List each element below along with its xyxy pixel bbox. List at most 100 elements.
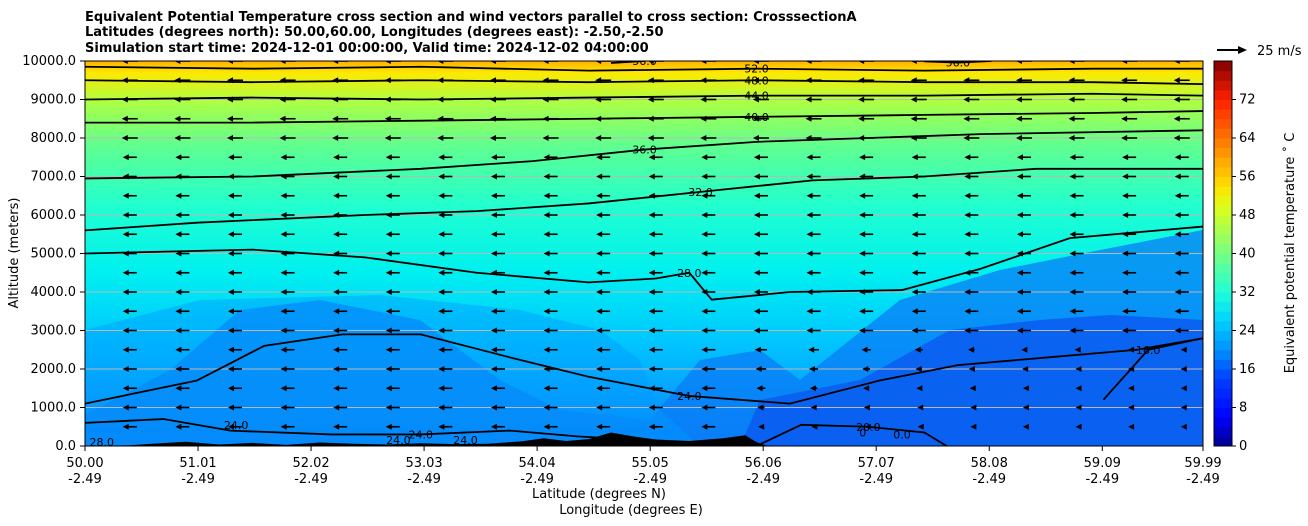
wind-arrowhead: [543, 385, 550, 392]
wind-arrowhead: [175, 269, 182, 276]
x-tick-label-lon: -2.49: [859, 472, 893, 487]
wind-arrowhead: [701, 269, 708, 276]
colorbar-segment: [1214, 70, 1232, 81]
contour-line: [85, 167, 1203, 232]
wind-arrowhead: [227, 346, 234, 353]
colorbar-segment: [1214, 128, 1232, 139]
wind-arrowhead: [1016, 231, 1023, 238]
wind-arrowhead: [333, 173, 340, 180]
colorbar-tick-label: 24: [1239, 324, 1256, 339]
colorbar-segment: [1214, 215, 1232, 226]
wind-arrowhead: [279, 115, 286, 122]
colorbar-tick-label: 40: [1239, 247, 1256, 262]
wind-arrowhead: [1174, 192, 1181, 199]
wind-arrowhead: [489, 135, 496, 141]
y-tick-label: 2000.0: [31, 362, 77, 377]
wind-arrowhead: [122, 327, 129, 334]
wind-arrowhead: [175, 366, 182, 372]
wind-arrowhead: [333, 212, 340, 218]
wind-arrowhead: [911, 173, 918, 180]
wind-arrowhead: [1122, 231, 1129, 238]
wind-arrowhead: [490, 173, 497, 180]
colorbar-segment: [1214, 243, 1232, 254]
wind-arrowhead: [859, 289, 866, 295]
y-axis-label: Altitude (meters): [7, 198, 22, 309]
chart-title: Equivalent Potential Temperature cross s…: [85, 10, 857, 56]
x-tick-label-lat: 51.01: [179, 456, 216, 471]
colorbar: 0 8 16 24 32 40 48 56 64 72: [1213, 60, 1256, 454]
wind-arrowhead: [280, 231, 287, 238]
colorbar-segment: [1214, 176, 1232, 187]
wind-arrowhead: [121, 96, 128, 103]
colorbar-segment: [1214, 436, 1232, 447]
x-tick-label-lat: 59.99: [1184, 456, 1221, 471]
wind-arrowhead: [122, 192, 129, 199]
wind-arrowhead: [175, 327, 182, 334]
wind-arrowhead: [1173, 96, 1180, 103]
wind-arrowhead: [279, 61, 286, 64]
wind-arrowhead: [1016, 308, 1023, 315]
colorbar-segment: [1214, 99, 1232, 110]
colorbar-tick-label: 0: [1239, 439, 1247, 454]
wind-arrowhead: [121, 135, 128, 141]
wind-arrowhead: [122, 423, 129, 430]
wind-arrowhead: [437, 135, 444, 141]
colorbar-tick-label: 72: [1239, 93, 1256, 108]
wind-arrowhead: [1075, 385, 1082, 392]
colorbar-segment: [1214, 359, 1232, 370]
wind-arrowhead: [1128, 423, 1135, 430]
wind-arrowhead: [1174, 289, 1181, 295]
contour-line: [85, 418, 645, 442]
x-tick-label-lon: -2.49: [1186, 472, 1220, 487]
wind-arrowhead: [332, 77, 339, 84]
wind-arrowhead: [489, 61, 496, 64]
contour-line: [85, 129, 1203, 180]
wind-arrowhead: [648, 404, 655, 411]
wind-arrowhead: [917, 404, 924, 411]
wind-arrowhead: [911, 289, 918, 295]
wind-arrowhead: [1127, 346, 1134, 353]
y-tick-label: 1000.0: [31, 401, 77, 416]
wind-arrowhead: [648, 289, 655, 295]
x-axis-label: Latitude (degrees N): [532, 487, 666, 502]
contour-label: 56.0: [632, 55, 657, 68]
y-tick-label: 7000.0: [31, 170, 77, 185]
wind-arrowhead: [543, 366, 550, 372]
wind-arrowhead: [753, 212, 760, 218]
wind-arrowhead: [1016, 327, 1023, 334]
wind-arrowhead: [280, 269, 287, 276]
wind-arrowhead: [490, 289, 497, 295]
wind-arrowhead: [964, 154, 971, 161]
x-tick-label-lon: -2.49: [633, 472, 667, 487]
wind-arrowhead: [227, 231, 234, 238]
wind-arrowhead: [1069, 212, 1076, 218]
wind-arrowhead: [911, 250, 918, 257]
wind-arrowhead: [1022, 385, 1029, 392]
wind-arrowhead: [753, 289, 760, 295]
wind-arrowhead: [858, 77, 865, 84]
wind-arrowhead: [968, 346, 975, 353]
wind-key-label: 25 m/s: [1257, 44, 1302, 59]
colorbar-segment: [1214, 340, 1232, 351]
wind-arrowhead: [1016, 154, 1023, 161]
wind-arrowhead: [863, 404, 870, 411]
wind-arrowhead: [753, 250, 760, 257]
colorbar-segment: [1214, 311, 1232, 322]
wind-arrowhead: [647, 96, 654, 103]
wind-arrowhead: [1068, 115, 1075, 122]
wind-arrowhead: [1069, 173, 1076, 180]
x-tick-label-lon: -2.49: [746, 472, 780, 487]
wind-arrowhead: [280, 366, 287, 372]
contour-line: [85, 225, 1203, 301]
wind-arrowhead: [806, 192, 813, 199]
colorbar-segment: [1214, 118, 1232, 129]
wind-arrowhead: [809, 385, 816, 392]
wind-arrowhead: [1128, 385, 1135, 392]
wind-arrowhead: [174, 77, 181, 84]
wind-arrowhead: [333, 385, 340, 392]
wind-arrowhead: [596, 366, 603, 372]
wind-arrowhead: [490, 231, 497, 238]
wind-arrowhead: [806, 212, 813, 218]
y-tick-label: 9000.0: [31, 93, 77, 108]
wind-arrowhead: [280, 173, 287, 180]
